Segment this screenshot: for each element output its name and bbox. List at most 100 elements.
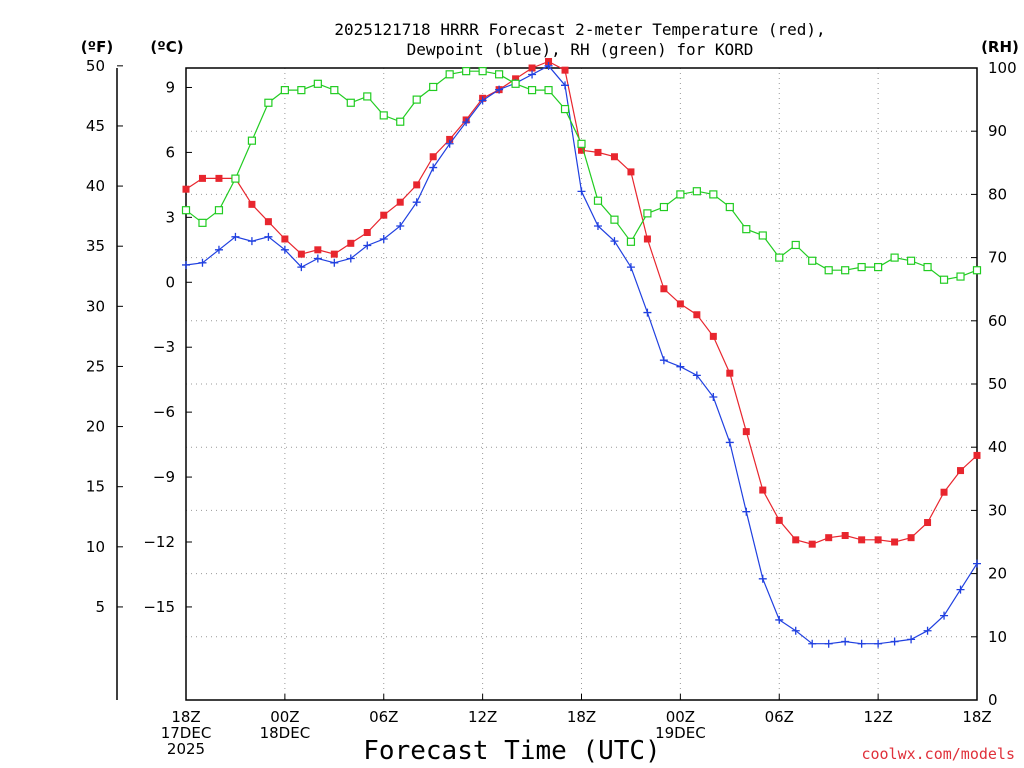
rh-point: [758, 231, 767, 240]
rh-point: [808, 256, 817, 265]
rh-point: [264, 98, 273, 107]
rh-point: [725, 202, 734, 212]
celsius-unit-label: (ºC): [150, 38, 183, 56]
rh-point: [478, 67, 487, 76]
temperature-point: [248, 200, 256, 208]
chart-title-line-1: 2025121718 HRRR Forecast 2-meter Tempera…: [334, 20, 825, 39]
dewpoint-point: [923, 626, 932, 635]
fahrenheit-tick-label: 5: [95, 598, 105, 616]
rh-series: [181, 67, 982, 284]
dewpoint-point: [973, 559, 981, 568]
rh-point: [544, 86, 553, 95]
dewpoint-point: [528, 70, 537, 79]
temperature-point: [775, 516, 783, 524]
dewpoint-point: [264, 232, 273, 241]
fahrenheit-tick-label: 25: [86, 357, 105, 375]
dewpoint-point: [890, 637, 899, 646]
celsius-tick-label: −15: [143, 598, 175, 616]
credit-link[interactable]: coolwx.com/models: [861, 745, 1015, 763]
temperature-point: [841, 532, 849, 540]
rh-point: [198, 218, 207, 227]
temperature-point: [610, 153, 618, 161]
dewpoint-point: [808, 639, 817, 648]
time-tick-label: 18Z: [962, 708, 991, 726]
temperature-point: [973, 451, 981, 459]
rh-point: [181, 206, 191, 215]
fahrenheit-tick-label: 40: [86, 177, 105, 195]
dewpoint-point: [280, 245, 289, 254]
rh-point: [495, 70, 504, 79]
celsius-tick-label: 0: [165, 273, 175, 291]
dewpoint-point: [462, 118, 471, 127]
temperature-point: [215, 174, 223, 182]
temperature-point: [874, 536, 882, 544]
temperature-point: [594, 148, 602, 156]
temperature-point: [924, 519, 932, 527]
dewpoint-point: [775, 615, 784, 624]
celsius-tick-label: −6: [153, 403, 175, 421]
dewpoint-point: [231, 232, 240, 241]
x-axis-title: Forecast Time (UTC): [363, 736, 660, 766]
time-tick-label: 06Z: [765, 708, 794, 726]
temperature-series: [182, 58, 981, 548]
fahrenheit-tick-label: 10: [86, 538, 105, 556]
celsius-tick-label: −12: [143, 533, 175, 551]
temperature-point: [413, 181, 421, 189]
rh-point: [659, 202, 668, 212]
dewpoint-point: [346, 254, 355, 263]
temperature-point: [693, 311, 701, 319]
temperature-point: [726, 369, 734, 377]
rh-point: [972, 266, 982, 275]
dewpoint-point: [692, 371, 701, 380]
time-tick-label: 18Z 17DEC 2025: [161, 708, 212, 758]
dewpoint-point: [198, 258, 207, 267]
rh-point: [676, 190, 685, 199]
time-axis: 18Z 17DEC 2025 00Z 18DEC 06Z 12Z 18Z 00Z 19DEC 06Z…: [161, 694, 992, 758]
rh-tick-label: 100: [988, 59, 1017, 77]
rh-point: [626, 237, 636, 246]
celsius-axis: −15 −12 −9 −6 −3 0 3 6 9: [143, 78, 192, 616]
fahrenheit-unit-label: (ºF): [81, 38, 113, 56]
rh-point: [742, 225, 751, 234]
rh-point: [775, 253, 784, 262]
dewpoint-point: [725, 438, 734, 447]
rh-point: [824, 266, 833, 275]
celsius-tick-label: −3: [153, 338, 175, 356]
dewpoint-point: [363, 241, 372, 250]
dewpoint-point: [841, 637, 850, 646]
fahrenheit-tick-label: 30: [86, 297, 105, 315]
dewpoint-point: [297, 263, 306, 272]
temperature-point: [446, 135, 454, 143]
temperature-point: [545, 58, 553, 66]
rh-point: [346, 98, 355, 107]
temperature-point: [314, 246, 322, 254]
temperature-point: [792, 536, 800, 544]
dewpoint-point: [379, 234, 388, 243]
celsius-tick-label: 6: [165, 143, 175, 161]
rh-point: [297, 86, 306, 95]
rh-point: [692, 187, 701, 196]
rh-axis: 0 10 20 30 40 50 60 70 80 90 100: [971, 59, 1017, 709]
temperature-point: [528, 64, 536, 72]
temperature-point: [891, 538, 899, 546]
dewpoint-point: [659, 356, 668, 365]
temperature-point: [561, 66, 569, 74]
dewpoint-point: [643, 308, 652, 317]
dewpoint-point: [857, 639, 866, 648]
temperature-point: [396, 198, 404, 206]
fahrenheit-tick-label: 35: [86, 237, 105, 255]
rh-unit-label: (RH): [981, 38, 1019, 56]
rh-point: [610, 215, 619, 224]
temperature-point: [676, 300, 684, 308]
temperature-point: [297, 250, 305, 258]
temperature-point: [759, 486, 767, 494]
rh-point: [396, 117, 405, 126]
rh-tick-label: 30: [988, 501, 1007, 519]
rh-point: [412, 95, 421, 104]
dewpoint-point: [214, 245, 223, 254]
temperature-point: [198, 174, 206, 182]
rh-point: [841, 266, 850, 275]
dewpoint-point: [791, 626, 800, 635]
dewpoint-point: [396, 222, 405, 230]
